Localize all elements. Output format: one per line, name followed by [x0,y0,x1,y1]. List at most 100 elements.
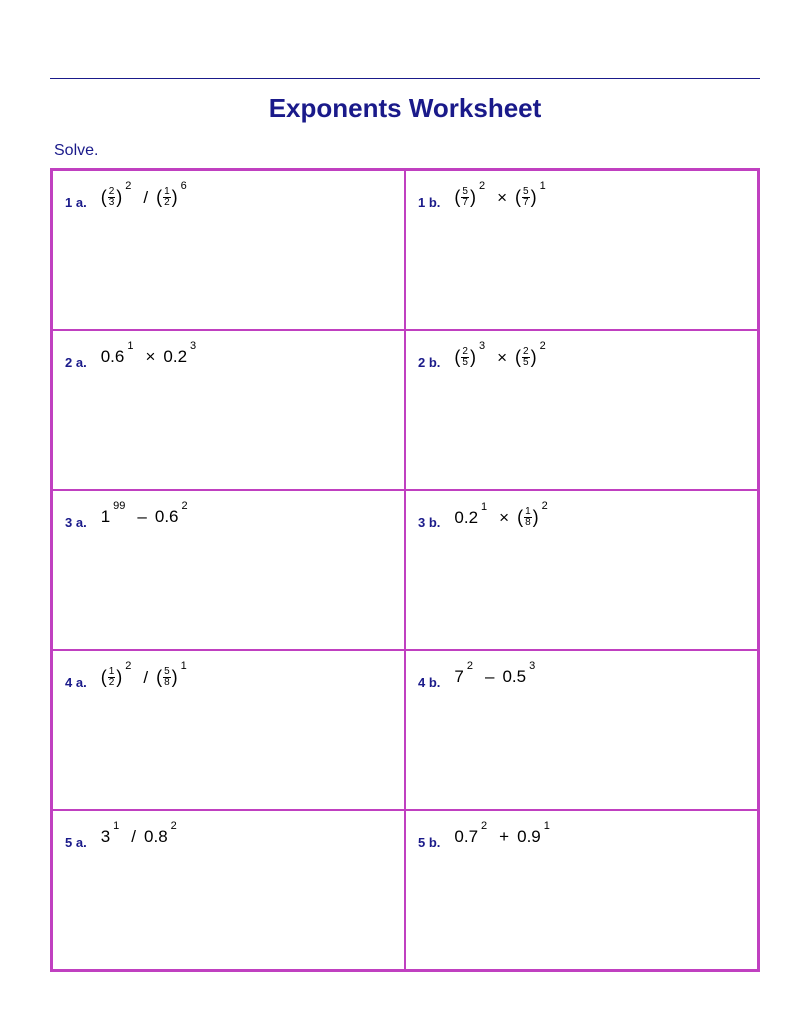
fraction: 12 [108,667,116,688]
base: 0.6 [101,347,125,367]
problem-cell: 5 a.31/0.82 [52,810,405,970]
problem-cell: 4 a.(12)2/(58)1 [52,650,405,810]
exponent-term: 72 [454,667,477,687]
operator: × [497,348,507,368]
paren-open: ( [517,507,523,528]
exponent: 3 [479,340,485,352]
fraction: 25 [461,347,469,368]
operator: / [143,188,148,208]
base-value: 0.5 [502,667,526,687]
exponent: 2 [481,820,487,832]
numerator: 5 [522,187,530,197]
problem-cell: 4 b. 72–0.53 [405,650,758,810]
numerator: 2 [461,347,469,357]
base-value: 3 [101,827,110,847]
paren-close: ) [470,347,476,368]
base: (58) [156,667,178,688]
exponent-term: (23)2 [101,187,136,208]
operator: × [145,347,155,367]
exponent: 1 [127,340,133,352]
expression: 72–0.53 [454,667,539,687]
expression: (57)2×(57)1 [454,187,549,208]
fraction: 57 [522,187,530,208]
problem-label: 3 a. [65,515,87,530]
paren-open: ( [515,187,521,208]
exponent: 3 [529,660,535,672]
numerator: 5 [461,187,469,197]
fraction: 18 [524,507,532,528]
exponent: 1 [181,660,187,672]
problem-label: 2 b. [418,355,440,370]
base: 7 [454,667,463,687]
exponent-term: 0.23 [163,347,200,367]
exponent: 2 [467,660,473,672]
base: 0.5 [502,667,526,687]
operator: × [497,188,507,208]
expression: 0.2 1 × (18)2 [454,507,551,528]
denominator: 8 [163,677,171,688]
operator: × [499,508,509,528]
paren-open: ( [156,187,162,208]
problem-label: 1 a. [65,195,87,210]
exponent-term: (18)2 [517,507,552,528]
paren-close: ) [172,187,178,208]
operator: + [499,827,509,847]
base-value: 0.8 [144,827,168,847]
expression: 0.61×0.23 [101,347,200,367]
exponent: 99 [113,500,125,512]
exponent: 2 [540,340,546,352]
exponent: 2 [171,820,177,832]
fraction: 57 [461,187,469,208]
numerator: 2 [108,187,116,197]
operator: – [137,507,146,527]
exponent: 3 [190,340,196,352]
expression: (25)3×(25)2 [454,347,549,368]
exponent-term: 199 [101,507,130,527]
problem-cell: 1 a. (23)2 / (1 2)6 [52,170,405,330]
base-value: 1 [101,507,110,527]
problem-label: 4 a. [65,675,87,690]
exponent-term: (58)1 [156,667,191,688]
base: (57) [454,187,476,208]
exponent: 2 [182,500,188,512]
exponent-term: 0.53 [502,667,539,687]
base: (18) [517,507,539,528]
denominator: 7 [522,197,530,208]
problem-label: 1 b. [418,195,440,210]
denominator: 3 [108,197,116,208]
fraction: 58 [163,667,171,688]
problem-cell: 3 a.199–0.62 [52,490,405,650]
fraction: 25 [522,347,530,368]
paren-open: ( [515,347,521,368]
exponent-term: 0.72 [454,827,491,847]
worksheet-title: Exponents Worksheet [50,93,760,124]
numerator: 1 [163,187,171,197]
exponent: 6 [181,180,187,192]
expression: 0.72+0.91 [454,827,553,847]
exponent-term: 0.82 [144,827,181,847]
problem-label: 5 b. [418,835,440,850]
base: (25) [454,347,476,368]
base: 0.2 [163,347,187,367]
exponent-term: (25)2 [515,347,550,368]
base-value: 0.9 [517,827,541,847]
base-value: 0.2 [163,347,187,367]
exponent: 1 [113,820,119,832]
paren-close: ) [172,667,178,688]
base-value: 7 [454,667,463,687]
exponent-term: (25)3 [454,347,489,368]
operator: – [485,667,494,687]
base: (25) [515,347,537,368]
exponent: 1 [544,820,550,832]
base: 0.9 [517,827,541,847]
problem-label: 3 b. [418,515,440,530]
base: (57) [515,187,537,208]
base-value: 0.2 [454,508,478,528]
problem-label: 4 b. [418,675,440,690]
paren-open: ( [101,667,107,688]
problem-grid: 1 a.(23)2/(12)61 b.(57)2×(57)12 a.0.61×0… [50,168,760,972]
numerator: 1 [524,507,532,517]
denominator: 8 [524,517,532,528]
base: (12) [101,667,123,688]
exponent: 2 [479,180,485,192]
